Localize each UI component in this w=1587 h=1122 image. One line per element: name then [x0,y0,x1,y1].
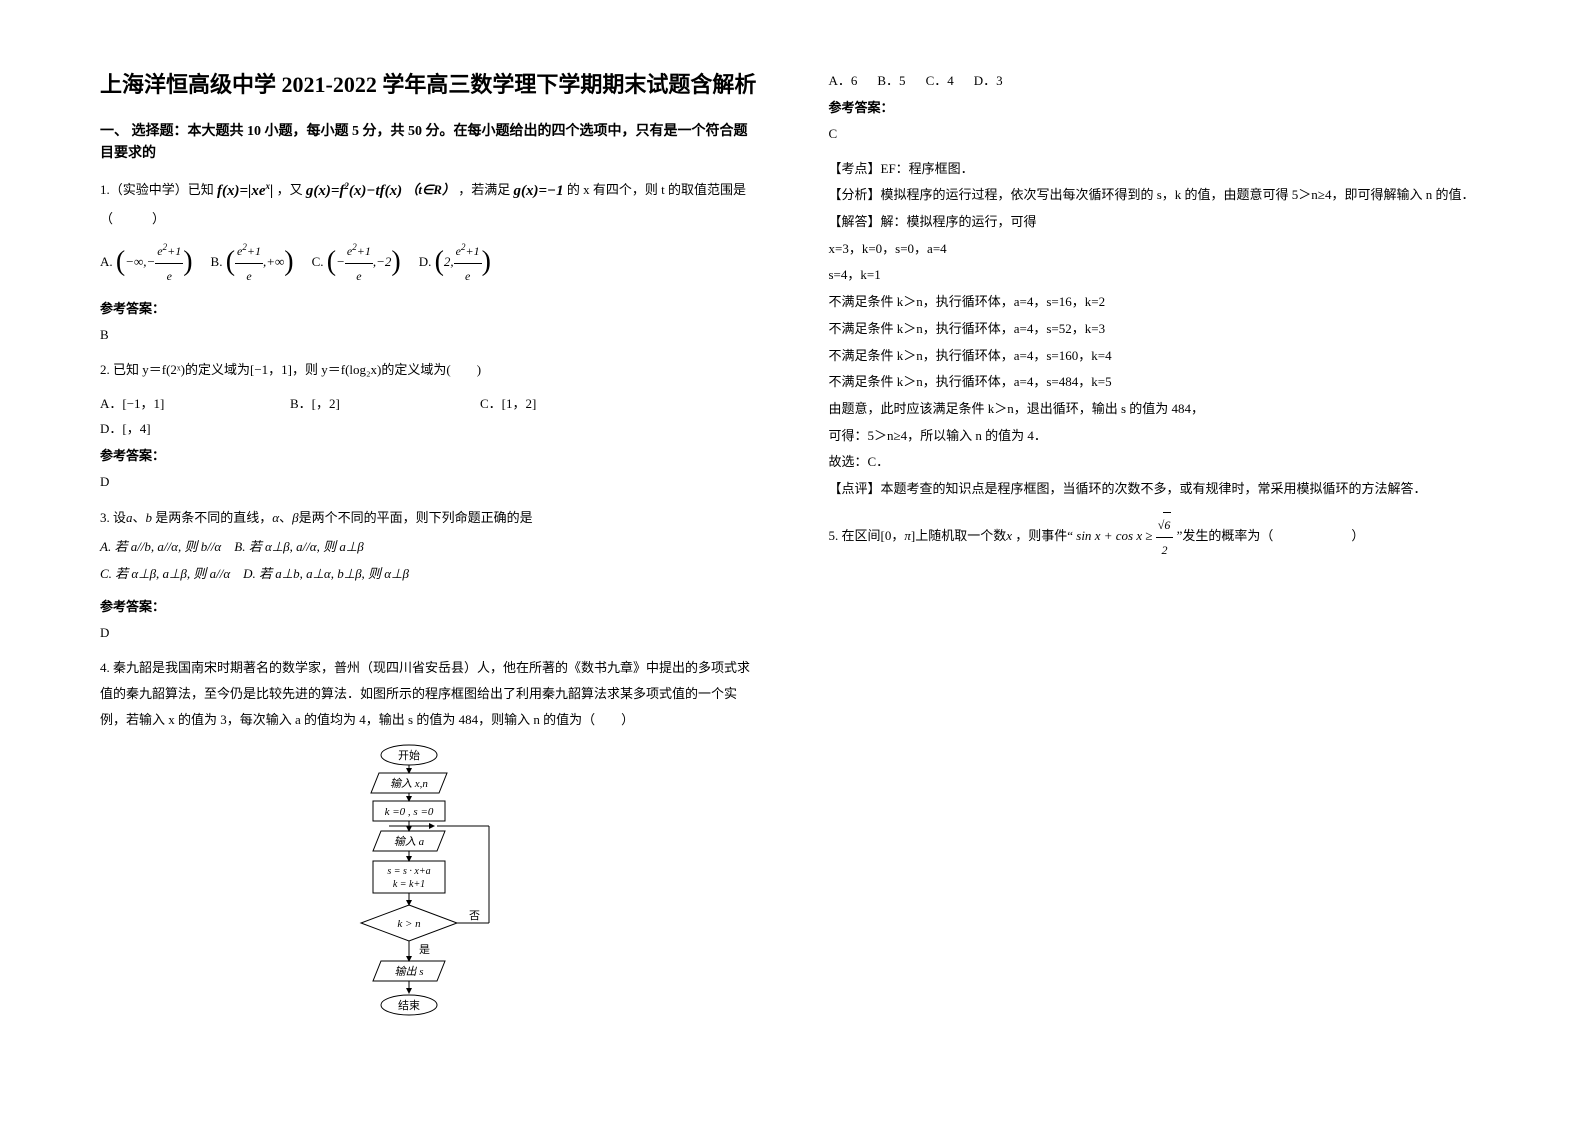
svg-text:否: 否 [469,910,480,922]
question-4: 4. 秦九韶是我国南宋时期著名的数学家，普州（现四川省安岳县）人，他在所著的《数… [100,655,759,733]
q1-answer-label: 参考答案： [100,298,759,317]
q3-optA: A. 若 a//b, a//α, 则 b//α [100,539,221,554]
q1-optC: C. ( −e2+1e,−2 ) [312,238,401,288]
q4-expl-l9: 不满足条件 k＞n，执行循环体，a=4，s=484，k=5 [829,370,1488,395]
svg-text:输出 s: 输出 s [395,965,424,978]
q3-m4: 是两个不同的平面，则下列命题正确的是 [299,510,533,525]
svg-text:s = s · x+a: s = s · x+a [388,866,431,877]
q5-m2: ，则事件“ [1012,528,1076,543]
q2-optC: C．[1，2] [480,393,630,412]
question-2: 2. 已知 y＝f(2ˣ)的定义域为[−1，1]，则 y＝f(log₂x)的定义… [100,357,759,383]
q3-answer-label: 参考答案： [100,596,759,615]
q4-expl-l8: 不满足条件 k＞n，执行循环体，a=4，s=160，k=4 [829,344,1488,369]
q2-answer: D [100,470,759,495]
q4-expl-l7: 不满足条件 k＞n，执行循环体，a=4，s=52，k=3 [829,317,1488,342]
q3-m2: 是两条不同的直线， [152,510,272,525]
q1-tinr: （t∈R） [405,182,455,197]
q1-answer: B [100,323,759,348]
q1-optB: B. ( e2+1e,+∞ ) [211,238,294,288]
svg-text:k =0 , s =0: k =0 , s =0 [385,806,434,818]
svg-text:k = k+1: k = k+1 [393,879,425,890]
q1-mid2: ，若满足 [458,182,510,197]
q4-expl-l6: 不满足条件 k＞n，执行循环体，a=4，s=16，k=2 [829,290,1488,315]
q4-expl-l11: 可得：5＞n≥4，所以输入 n 的值为 4． [829,424,1488,449]
q1-f-expr: f(x)=|xex| [217,176,273,206]
q4-expl-l5: s=4，k=1 [829,263,1488,288]
question-5: 5. 在区间[0，π]上随机取一个数x ，则事件“ sin x + cos x … [829,512,1488,562]
q4-optD: D．3 [974,70,1003,89]
q4-expl-l4: x=3，k=0，s=0，a=4 [829,237,1488,262]
q4-expl-l2: 【分析】模拟程序的运行过程，依次写出每次循环得到的 s，k 的值，由题意可得 5… [829,183,1488,208]
q3-optB: B. 若 α⊥β, a//α, 则 a⊥β [234,539,363,554]
q1-options: A. ( −∞,−e2+1e ) B. ( e2+1e,+∞ ) C. ( [100,238,759,288]
q3-answer: D [100,621,759,646]
q5-suffix: ”发生的概率为（ ） [1177,528,1365,543]
flowchart: 开始 输入 x,n k =0 , s =0 输入 a s = s · x+a k… [100,743,759,1068]
svg-text:是: 是 [419,943,430,956]
svg-text:开始: 开始 [398,748,420,762]
q1-optA: A. ( −∞,−e2+1e ) [100,238,193,288]
q2-optA: A．[−1，1] [100,393,250,412]
section-header: 一、 选择题：本大题共 10 小题，每小题 5 分，共 50 分。在每小题给出的… [100,121,759,166]
q4-optC: C．4 [926,70,954,89]
q2-answer-label: 参考答案： [100,445,759,464]
q5-expr: sin x + cos x ≥ √62 [1076,528,1173,543]
q1-prefix: 1.（实验中学）已知 [100,182,214,197]
q1-g-expr: g(x)=f2(x)−tf(x) [306,176,402,206]
q4-optB: B．5 [877,70,905,89]
q3-prefix: 3. 设 [100,510,126,525]
question-1: 1.（实验中学）已知 f(x)=|xex| ，又 g(x)=f2(x)−tf(x… [100,176,759,288]
svg-text:输入 a: 输入 a [394,835,425,848]
q3-m3: 、 [279,510,292,525]
q5-prefix: 5. 在区间[0， [829,528,905,543]
q1-cond: g(x)=−1 [514,176,564,206]
q4-expl-l3: 【解答】解：模拟程序的运行，可得 [829,210,1488,235]
q4-options: A．6 B．5 C．4 D．3 [829,70,1488,89]
q5-m1: ]上随机取一个数 [911,528,1006,543]
svg-text:输入 x,n: 输入 x,n [390,777,428,790]
svg-text:结束: 结束 [398,999,420,1012]
q3-optD: D. 若 a⊥b, a⊥α, b⊥β, 则 α⊥β [243,566,409,581]
q1-mid1: ，又 [277,182,303,197]
q2-optB: B．[，2] [290,393,440,412]
q4-expl-l1: 【考点】EF：程序框图． [829,157,1488,182]
q4-optA: A．6 [829,70,858,89]
q4-expl-l10: 由题意，此时应该满足条件 k＞n，退出循环，输出 s 的值为 484， [829,397,1488,422]
q3-m1: 、 [133,510,146,525]
q4-answer: C [829,122,1488,147]
q4-expl-l12: 故选：C． [829,450,1488,475]
q4-expl-l13: 【点评】本题考查的知识点是程序框图，当循环的次数不多，或有规律时，常采用模拟循环… [829,477,1488,502]
q4-explanation: 【考点】EF：程序框图． 【分析】模拟程序的运行过程，依次写出每次循环得到的 s… [829,157,1488,502]
q4-answer-label: 参考答案： [829,97,1488,116]
question-3: 3. 设a、b 是两条不同的直线，α、β是两个不同的平面，则下列命题正确的是 A… [100,505,759,586]
q1-optD: D. ( 2,e2+1e ) [419,238,491,288]
svg-text:k > n: k > n [398,918,422,930]
q2-optD: D．[，4] [100,418,250,437]
q2-options: A．[−1，1] B．[，2] C．[1，2] D．[，4] [100,393,759,437]
page-title: 上海洋恒高级中学 2021-2022 学年高三数学理下学期期末试题含解析 [100,70,759,101]
q3-optC: C. 若 α⊥β, a⊥β, 则 a//α [100,566,230,581]
flowchart-svg: 开始 输入 x,n k =0 , s =0 输入 a s = s · x+a k… [329,743,529,1063]
